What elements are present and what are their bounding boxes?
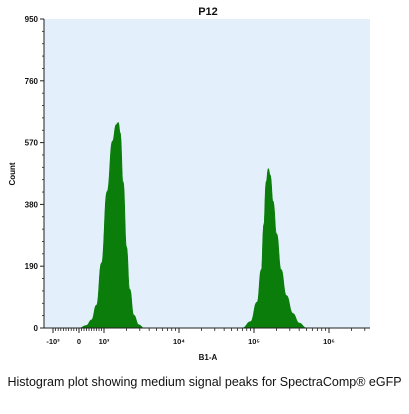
y-axis-label: Count xyxy=(8,162,17,185)
x-tick-label: -10³ xyxy=(46,337,60,346)
x-axis-label: B1-A xyxy=(199,353,218,362)
y-tick-label: 190 xyxy=(25,262,39,271)
x-tick-label: 10⁶ xyxy=(323,337,335,346)
chart-title: P12 xyxy=(198,6,218,18)
histogram-peak-2 xyxy=(242,168,307,329)
x-tick-label: 10⁴ xyxy=(173,337,185,346)
y-tick-label: 760 xyxy=(25,77,39,86)
x-tick-label: 0 xyxy=(77,337,81,346)
y-tick-label: 950 xyxy=(25,15,39,24)
x-tick-label: 10³ xyxy=(99,337,110,346)
figure-caption: Histogram plot showing medium signal pea… xyxy=(7,375,402,389)
plot-area xyxy=(44,19,370,328)
y-tick-label: 380 xyxy=(25,200,39,209)
histogram-peak-1 xyxy=(78,122,144,329)
x-tick-label: 10⁵ xyxy=(248,337,260,346)
y-tick-label: 0 xyxy=(34,324,39,333)
y-tick-label: 570 xyxy=(25,139,39,148)
